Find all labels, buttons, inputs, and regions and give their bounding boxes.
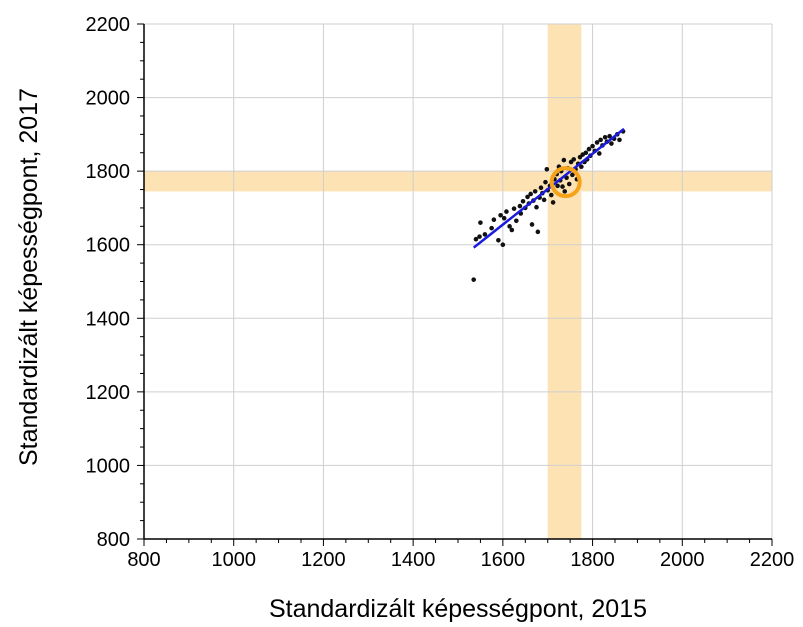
highlight-circle <box>549 166 582 199</box>
data-point-30 <box>538 185 544 190</box>
data-point-74 <box>609 141 614 146</box>
data-point-26 <box>532 189 538 194</box>
vertical-highlight-band <box>547 24 582 539</box>
highlight-bands <box>144 24 772 539</box>
y-tick-label-1800: 1800 <box>86 161 131 183</box>
data-point-15 <box>511 206 517 211</box>
data-point-68 <box>597 151 602 156</box>
data-point-28 <box>535 229 541 235</box>
data-point-24 <box>529 222 535 227</box>
data-point-9 <box>498 212 503 218</box>
x-tick-label-2000: 2000 <box>660 549 705 571</box>
data-point-12 <box>504 209 509 214</box>
highlight-marker-group <box>549 166 582 199</box>
x-tick-label-1200: 1200 <box>301 549 346 571</box>
data-point-3 <box>477 234 482 239</box>
data-point-69 <box>598 137 603 143</box>
data-point-71 <box>602 135 608 140</box>
x-axis-title: Standardizált képességpont, 2015 <box>269 595 647 623</box>
data-point-45 <box>560 184 565 189</box>
data-point-50 <box>566 181 572 187</box>
data-point-77 <box>617 137 622 143</box>
grid <box>144 23 773 539</box>
data-point-65 <box>590 143 595 149</box>
horizontal-highlight-band <box>144 171 772 192</box>
data-point-4 <box>478 220 483 225</box>
data-point-34 <box>544 167 550 172</box>
data-point-5 <box>482 232 488 237</box>
data-point-8 <box>496 238 501 243</box>
data-point-46 <box>561 157 567 163</box>
data-point-7 <box>491 217 497 222</box>
x-tick-label-800: 800 <box>127 549 160 571</box>
x-tick-label-1600: 1600 <box>481 549 526 571</box>
data-point-1 <box>471 277 477 282</box>
data-point-53 <box>571 157 577 162</box>
trend-line <box>472 127 625 249</box>
data-point-14 <box>509 227 515 233</box>
data-point-33 <box>543 179 548 185</box>
y-tick-label-1200: 1200 <box>86 382 131 404</box>
data-point-61 <box>583 150 589 156</box>
y-tick-label-2200: 2200 <box>86 14 131 36</box>
axes <box>137 23 773 546</box>
data-point-13 <box>507 224 512 229</box>
y-tick-label-2000: 2000 <box>86 88 131 110</box>
data-point-67 <box>594 140 600 145</box>
data-point-2 <box>473 236 479 242</box>
y-axis-title: Standardizált képességpont, 2017 <box>15 88 43 466</box>
y-tick-label-800: 800 <box>97 529 130 551</box>
data-point-17 <box>517 203 523 209</box>
x-tick-label-2200: 2200 <box>750 549 795 571</box>
data-point-23 <box>528 191 533 197</box>
data-point-32 <box>541 197 547 203</box>
data-point-52 <box>570 172 575 178</box>
y-tick-label-1600: 1600 <box>86 235 131 257</box>
data-point-38 <box>550 200 556 205</box>
data-point-21 <box>525 194 530 200</box>
data-point-6 <box>489 225 494 231</box>
data-point-73 <box>607 133 612 139</box>
x-tick-labels: 800 1000 1200 1400 1600 1800 2000 2200 <box>127 549 794 571</box>
data-point-58 <box>579 164 584 170</box>
x-tick-label-1800: 1800 <box>570 549 615 571</box>
y-tick-label-1400: 1400 <box>86 308 131 330</box>
data-point-16 <box>514 218 519 224</box>
data-point-37 <box>549 192 554 198</box>
data-point-10 <box>500 242 506 248</box>
trend-line-group <box>472 127 625 249</box>
x-tick-label-1000: 1000 <box>211 549 256 571</box>
data-point-63 <box>586 146 592 152</box>
data-point-11 <box>501 215 507 221</box>
x-tick-label-1400: 1400 <box>391 549 436 571</box>
y-tick-label-1000: 1000 <box>86 455 131 477</box>
data-point-19 <box>520 199 526 204</box>
data-point-41 <box>555 183 560 189</box>
data-point-47 <box>562 189 568 194</box>
data-point-27 <box>534 204 539 210</box>
y-tick-labels: 800 1000 1200 1400 1600 1800 2000 2200 <box>86 14 131 551</box>
